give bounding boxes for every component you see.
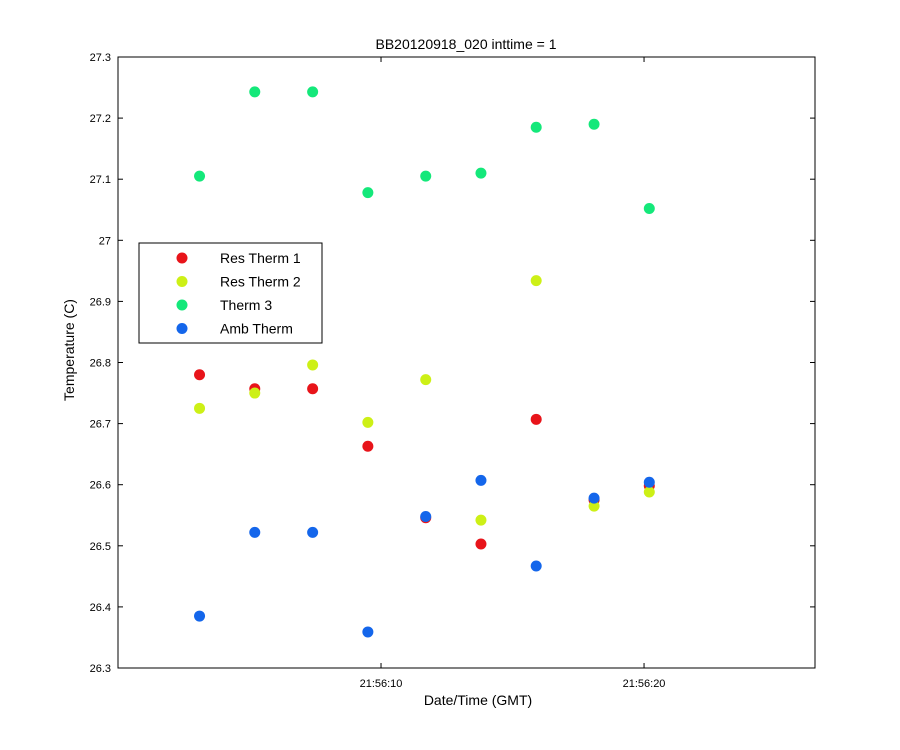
- x-tick-label: 21:56:20: [623, 678, 666, 690]
- legend-marker: [176, 276, 188, 287]
- y-tick-label: 27: [99, 235, 111, 247]
- data-point-res-therm-1: [194, 369, 206, 381]
- y-tick-label: 26.4: [90, 602, 111, 614]
- data-point-res-therm-2: [362, 416, 374, 428]
- y-tick-label: 26.3: [90, 663, 111, 675]
- y-tick-label: 26.7: [90, 419, 111, 431]
- data-point-therm-3: [307, 86, 319, 98]
- data-point-res-therm-2: [194, 402, 206, 414]
- data-point-amb-therm: [475, 474, 487, 486]
- y-tick-label: 26.9: [90, 296, 111, 308]
- data-point-amb-therm: [420, 510, 432, 522]
- legend: Res Therm 1 Res Therm 2 Therm 3 Amb Therm: [138, 242, 323, 344]
- data-point-res-therm-2: [307, 359, 319, 371]
- data-point-therm-3: [420, 170, 432, 182]
- legend-label: Therm 3: [220, 297, 272, 313]
- data-point-amb-therm: [307, 526, 319, 538]
- data-point-res-therm-1: [475, 538, 487, 550]
- data-point-amb-therm: [530, 560, 542, 572]
- y-axis: 26.3 26.4 26.5 26.6 26.7 26.8 26.9 27 27.1 27.2 27…: [90, 52, 815, 675]
- legend-box: [138, 242, 323, 344]
- data-point-res-therm-1: [307, 383, 319, 395]
- data-point-therm-3: [362, 187, 374, 199]
- y-tick-label: 27.2: [90, 113, 111, 125]
- data-point-therm-3: [530, 121, 542, 133]
- data-point-res-therm-2: [249, 387, 261, 399]
- legend-marker: [176, 299, 188, 311]
- legend-label: Amb Therm: [220, 321, 293, 337]
- y-tick-label: 26.5: [90, 541, 111, 553]
- data-point-therm-3: [643, 203, 655, 215]
- chart-title: BB20120918_020 inttime = 1: [376, 36, 557, 52]
- x-tick-label: 21:56:10: [360, 678, 403, 690]
- data-point-amb-therm: [194, 610, 206, 622]
- y-tick-label: 27.1: [90, 174, 111, 186]
- data-point-res-therm-2: [643, 486, 655, 498]
- data-point-amb-therm: [588, 492, 600, 504]
- y-tick-label: 26.8: [90, 358, 111, 370]
- data-point-amb-therm: [362, 626, 374, 638]
- y-tick-label: 26.6: [90, 480, 111, 492]
- data-point-res-therm-2: [588, 500, 600, 512]
- legend-label: Res Therm 2: [220, 274, 301, 290]
- data-point-res-therm-1: [530, 413, 542, 425]
- data-point-amb-therm: [249, 526, 261, 538]
- x-axis-title: Date/Time (GMT): [424, 692, 532, 708]
- data-points: [194, 86, 655, 638]
- plot-frame: [117, 56, 816, 669]
- y-tick-label: 27.3: [90, 52, 111, 64]
- data-point-therm-3: [588, 118, 600, 130]
- data-point-res-therm-2: [420, 374, 432, 386]
- data-point-therm-3: [475, 167, 487, 179]
- data-point-res-therm-2: [475, 514, 487, 526]
- data-point-res-therm-1: [362, 440, 374, 452]
- data-point-res-therm-2: [530, 275, 542, 287]
- legend-label: Res Therm 1: [220, 250, 301, 266]
- y-axis-title: Temperature (C): [61, 299, 77, 401]
- data-point-therm-3: [194, 170, 206, 182]
- plot-area: [117, 56, 816, 669]
- data-point-therm-3: [249, 86, 261, 98]
- legend-marker: [176, 323, 188, 334]
- data-point-amb-therm: [643, 476, 655, 488]
- legend-marker: [176, 252, 188, 264]
- x-axis: 21:56:10 21:56:20: [360, 57, 666, 690]
